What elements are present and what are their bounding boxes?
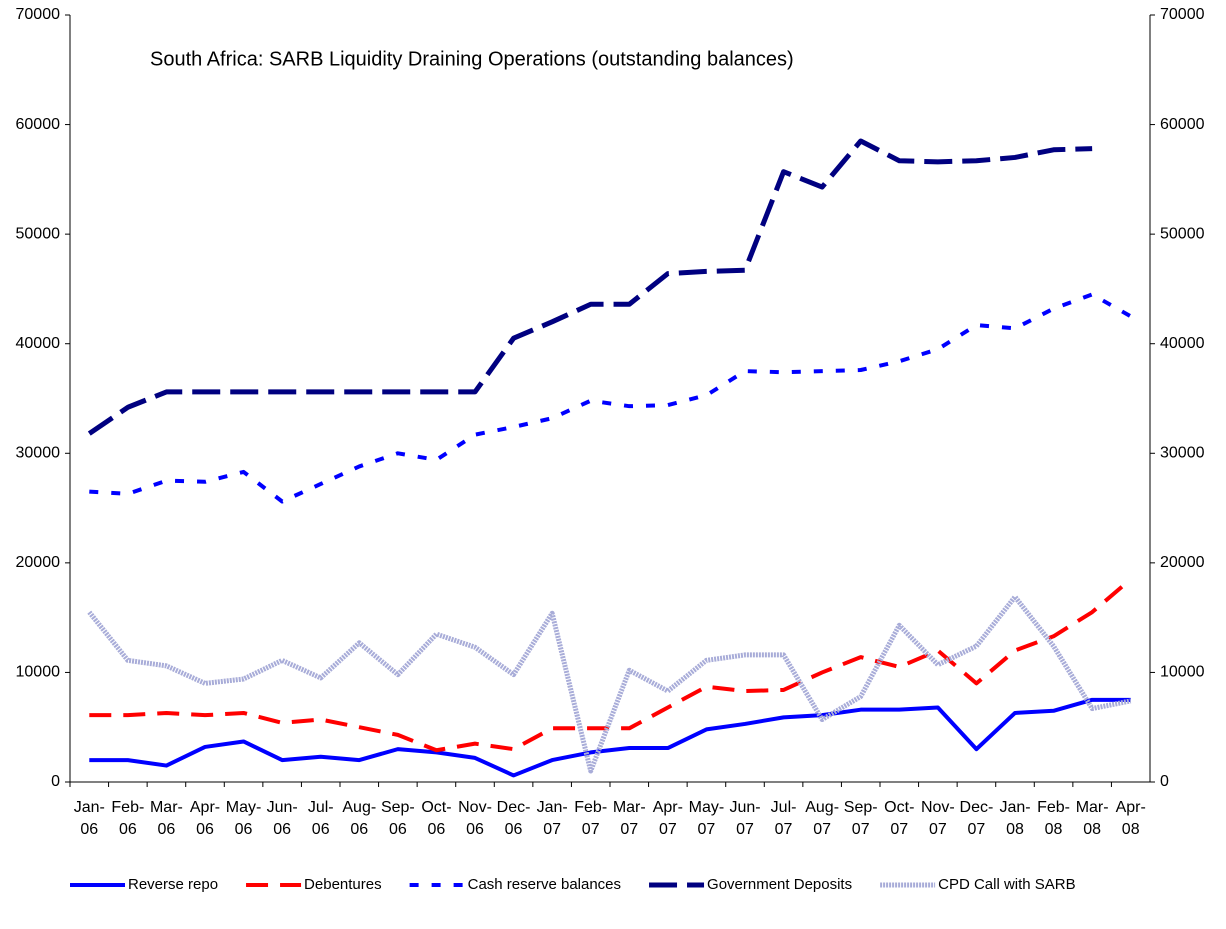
x-tick-label: Dec-06 [496, 799, 531, 838]
x-tick-label: Jan-07 [536, 799, 568, 838]
y-tick-label: 0 [51, 773, 60, 790]
x-tick-label: Apr-08 [1115, 799, 1146, 838]
y-tick-label: 70000 [16, 6, 61, 23]
y2-tick-label: 10000 [1160, 664, 1205, 681]
y-tick-label: 60000 [16, 116, 61, 133]
legend-label: Cash reserve balances [468, 876, 621, 893]
x-tick-label: Feb-07 [574, 799, 608, 838]
y-tick-label: 40000 [16, 335, 61, 352]
y-tick-label: 50000 [16, 225, 61, 242]
legend-label: CPD Call with SARB [938, 876, 1076, 893]
series-line [89, 292, 1132, 504]
series-line [87, 594, 1132, 774]
x-tick-label: Jan-06 [73, 799, 105, 838]
x-tick-label: Feb-08 [1037, 799, 1071, 838]
x-tick-label: Jun-07 [729, 799, 761, 838]
y2-tick-label: 50000 [1160, 225, 1205, 242]
series-line [87, 138, 1093, 436]
x-tick-label: Oct-06 [421, 799, 452, 838]
y-tick-label: 20000 [16, 554, 61, 571]
x-tick-label: Jul-07 [770, 799, 797, 838]
y2-tick-label: 30000 [1160, 445, 1205, 462]
y2-tick-label: 70000 [1160, 6, 1205, 23]
x-tick-label: Nov-06 [458, 799, 492, 838]
legend-label: Debentures [304, 876, 382, 893]
x-tick-label: Dec-07 [959, 799, 994, 838]
series-line [89, 697, 1131, 778]
x-tick-label: Apr-06 [189, 799, 221, 838]
chart-title: South Africa: SARB Liquidity Draining Op… [150, 48, 794, 70]
x-tick-label: Oct-07 [884, 799, 915, 838]
legend-label: Reverse repo [128, 876, 218, 893]
y2-tick-label: 40000 [1160, 335, 1205, 352]
y2-tick-label: 0 [1160, 773, 1169, 790]
y2-tick-label: 60000 [1160, 116, 1205, 133]
y-tick-label: 30000 [16, 445, 61, 462]
x-tick-label: May-06 [225, 799, 262, 838]
x-tick-label: Mar-07 [612, 799, 646, 838]
x-tick-label: Aug-07 [805, 799, 840, 838]
x-tick-label: Jan-08 [999, 799, 1031, 838]
x-tick-label: Nov-07 [920, 799, 955, 838]
y-tick-label: 10000 [16, 664, 61, 681]
legend-label: Government Deposits [707, 876, 852, 893]
y2-tick-label: 20000 [1160, 554, 1205, 571]
x-tick-label: Jul-06 [307, 799, 334, 838]
series-line [89, 577, 1133, 753]
x-tick-label: Sep-07 [843, 799, 878, 838]
x-tick-label: Mar-08 [1075, 799, 1109, 838]
x-tick-label: Feb-06 [111, 799, 145, 838]
x-tick-label: Jun-06 [266, 799, 298, 838]
x-tick-label: Apr-07 [652, 799, 683, 838]
x-tick-label: Mar-06 [149, 799, 183, 838]
x-tick-label: May-07 [688, 799, 725, 838]
x-tick-label: Aug-06 [342, 799, 377, 838]
x-tick-label: Sep-06 [380, 799, 415, 838]
